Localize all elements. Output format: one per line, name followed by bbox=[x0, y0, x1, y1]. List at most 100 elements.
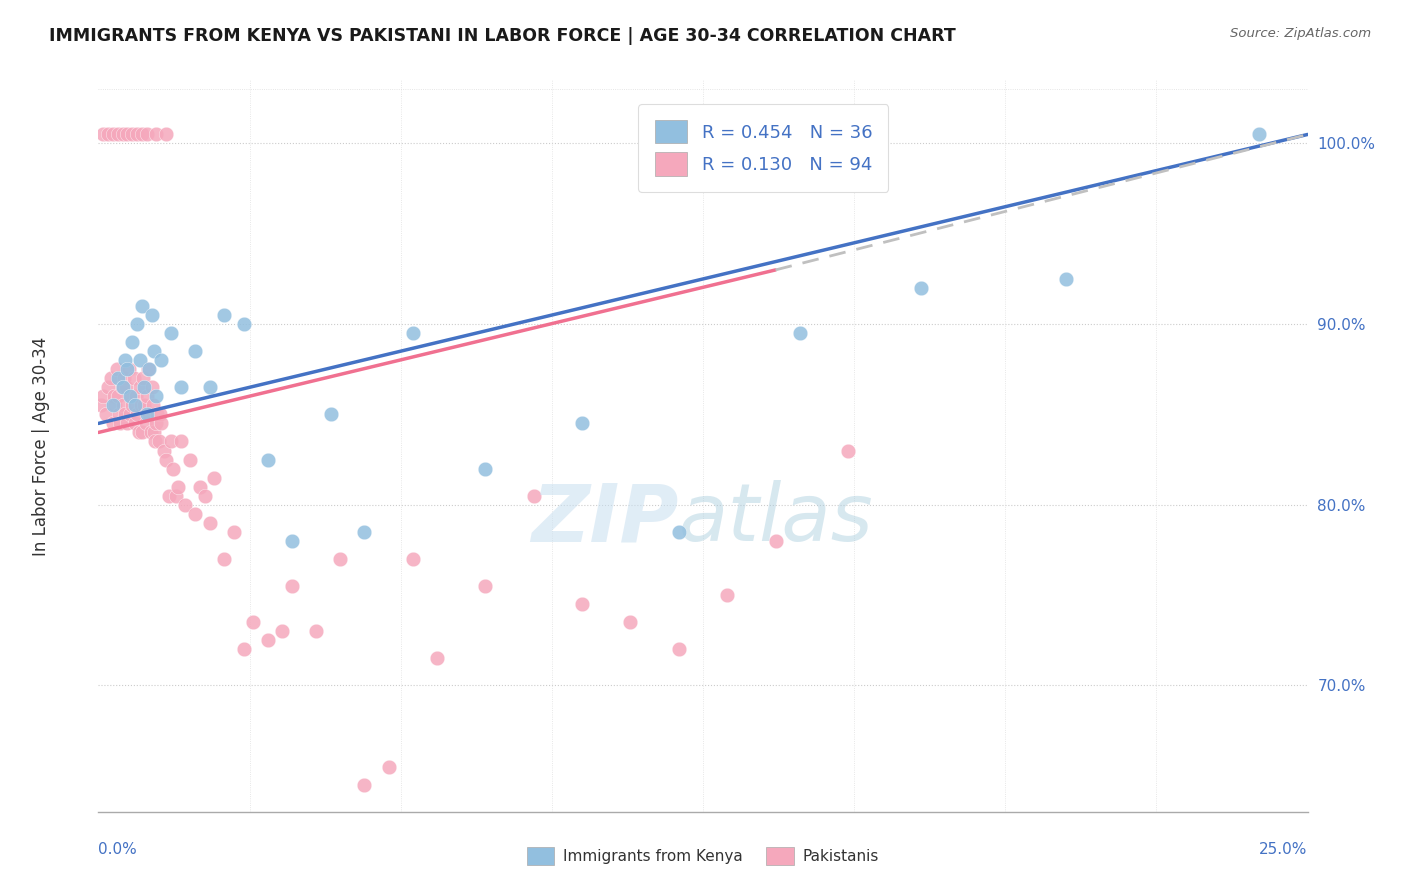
Point bbox=[141, 308, 163, 322]
Text: 0.0%: 0.0% bbox=[98, 842, 138, 857]
Point bbox=[134, 398, 156, 412]
Point bbox=[150, 417, 173, 431]
Point bbox=[256, 452, 278, 467]
Point bbox=[107, 389, 129, 403]
Point bbox=[138, 408, 160, 422]
Point bbox=[184, 507, 207, 521]
Point bbox=[281, 579, 304, 593]
Point bbox=[132, 371, 155, 385]
Point bbox=[329, 552, 352, 566]
Point bbox=[204, 470, 226, 484]
Point bbox=[668, 524, 690, 539]
Point bbox=[117, 362, 139, 376]
Point bbox=[135, 128, 157, 142]
Point bbox=[127, 128, 149, 142]
Point bbox=[242, 615, 264, 629]
Point bbox=[117, 417, 139, 431]
Point bbox=[120, 389, 142, 403]
Point bbox=[167, 480, 190, 494]
Point bbox=[127, 408, 149, 422]
Point bbox=[121, 398, 143, 412]
Point bbox=[716, 588, 738, 602]
Point bbox=[152, 443, 174, 458]
Point bbox=[402, 552, 425, 566]
Point bbox=[107, 128, 129, 142]
Point bbox=[141, 380, 163, 394]
Point bbox=[305, 624, 328, 639]
Text: 25.0%: 25.0% bbox=[1260, 842, 1308, 857]
Point bbox=[114, 353, 136, 368]
Point bbox=[104, 398, 127, 412]
Point bbox=[101, 128, 124, 142]
Text: atlas: atlas bbox=[679, 480, 873, 558]
Point bbox=[150, 353, 173, 368]
Point bbox=[198, 380, 221, 394]
Point bbox=[174, 498, 197, 512]
Legend: Immigrants from Kenya, Pakistanis: Immigrants from Kenya, Pakistanis bbox=[520, 841, 886, 871]
Point bbox=[402, 326, 425, 340]
Point bbox=[212, 308, 235, 322]
Point bbox=[91, 128, 114, 142]
Point bbox=[668, 642, 690, 657]
Point bbox=[571, 597, 593, 611]
Point bbox=[353, 778, 375, 792]
Point bbox=[111, 380, 134, 394]
Point bbox=[619, 615, 641, 629]
Point bbox=[107, 371, 129, 385]
Point bbox=[131, 425, 153, 440]
Point bbox=[157, 489, 180, 503]
Point bbox=[146, 408, 169, 422]
Point bbox=[789, 326, 811, 340]
Point bbox=[128, 380, 150, 394]
Point bbox=[188, 480, 211, 494]
Point bbox=[169, 380, 191, 394]
Point bbox=[149, 408, 172, 422]
Point bbox=[143, 425, 166, 440]
Point bbox=[212, 552, 235, 566]
Point bbox=[124, 398, 146, 412]
Point bbox=[128, 425, 150, 440]
Point bbox=[97, 380, 120, 394]
Point bbox=[112, 371, 135, 385]
Point bbox=[118, 389, 141, 403]
Point bbox=[194, 489, 217, 503]
Point bbox=[100, 371, 122, 385]
Text: IMMIGRANTS FROM KENYA VS PAKISTANI IN LABOR FORCE | AGE 30-34 CORRELATION CHART: IMMIGRANTS FROM KENYA VS PAKISTANI IN LA… bbox=[49, 27, 956, 45]
Point bbox=[103, 389, 125, 403]
Point bbox=[118, 362, 141, 376]
Text: Source: ZipAtlas.com: Source: ZipAtlas.com bbox=[1230, 27, 1371, 40]
Point bbox=[162, 461, 184, 475]
Point bbox=[125, 389, 148, 403]
Point bbox=[148, 434, 170, 449]
Point bbox=[222, 524, 245, 539]
Point bbox=[232, 317, 254, 331]
Point bbox=[128, 353, 150, 368]
Point bbox=[910, 281, 932, 295]
Point bbox=[121, 335, 143, 350]
Point bbox=[135, 389, 157, 403]
Point bbox=[155, 452, 177, 467]
Point bbox=[111, 128, 134, 142]
Point bbox=[281, 533, 304, 548]
Point bbox=[474, 461, 496, 475]
Point bbox=[114, 408, 136, 422]
Point bbox=[117, 128, 139, 142]
Point bbox=[145, 389, 167, 403]
Text: ZIP: ZIP bbox=[531, 480, 679, 558]
Point bbox=[121, 128, 143, 142]
Point bbox=[198, 516, 221, 530]
Point bbox=[91, 389, 114, 403]
Point bbox=[108, 417, 131, 431]
Point bbox=[136, 362, 159, 376]
Point bbox=[256, 633, 278, 648]
Point bbox=[122, 371, 145, 385]
Point bbox=[111, 398, 134, 412]
Point bbox=[426, 651, 449, 665]
Legend: R = 0.454   N = 36, R = 0.130   N = 94: R = 0.454 N = 36, R = 0.130 N = 94 bbox=[638, 104, 889, 192]
Point bbox=[134, 380, 156, 394]
Point bbox=[523, 489, 546, 503]
Point bbox=[142, 398, 165, 412]
Point bbox=[353, 524, 375, 539]
Point bbox=[155, 128, 177, 142]
Point bbox=[184, 344, 207, 359]
